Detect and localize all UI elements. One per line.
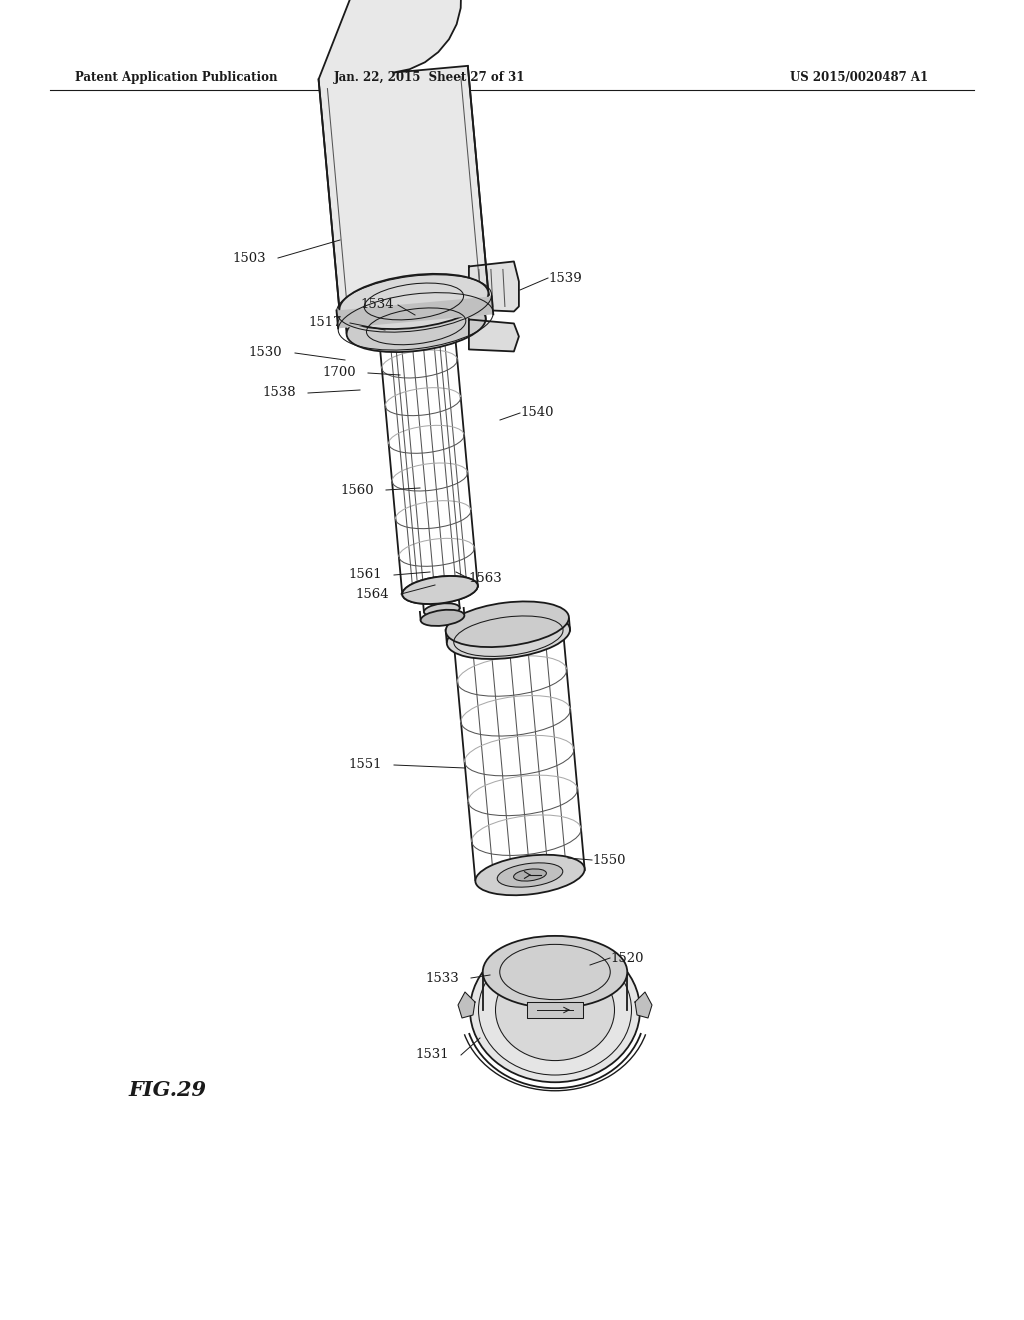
Text: 1539: 1539 [548, 272, 582, 285]
Text: 1560: 1560 [340, 483, 374, 496]
Ellipse shape [346, 301, 485, 352]
Ellipse shape [430, 586, 450, 594]
Ellipse shape [446, 614, 570, 659]
Text: 1520: 1520 [610, 952, 643, 965]
Text: 1534: 1534 [360, 298, 393, 312]
Ellipse shape [344, 276, 483, 327]
Text: FIG.29: FIG.29 [128, 1080, 206, 1100]
Polygon shape [635, 993, 652, 1018]
Ellipse shape [475, 855, 585, 895]
Ellipse shape [496, 960, 614, 1060]
Text: 1700: 1700 [322, 367, 355, 380]
Text: 1564: 1564 [355, 587, 389, 601]
Ellipse shape [498, 863, 563, 887]
Text: 1517: 1517 [308, 317, 342, 330]
Ellipse shape [424, 603, 460, 616]
Polygon shape [318, 0, 488, 308]
Text: Jan. 22, 2015  Sheet 27 of 31: Jan. 22, 2015 Sheet 27 of 31 [334, 71, 525, 84]
Text: Patent Application Publication: Patent Application Publication [75, 71, 278, 84]
Text: 1551: 1551 [348, 759, 382, 771]
Polygon shape [337, 297, 494, 329]
Ellipse shape [470, 937, 640, 1082]
Text: 1503: 1503 [232, 252, 265, 264]
Ellipse shape [402, 576, 478, 605]
Text: US 2015/0020487 A1: US 2015/0020487 A1 [790, 71, 928, 84]
Ellipse shape [419, 582, 461, 598]
Ellipse shape [402, 576, 478, 605]
Polygon shape [527, 1002, 583, 1018]
Text: 1531: 1531 [415, 1048, 449, 1061]
Ellipse shape [445, 602, 569, 647]
Text: 1530: 1530 [248, 346, 282, 359]
Ellipse shape [339, 273, 488, 329]
Ellipse shape [421, 610, 464, 626]
Text: 1538: 1538 [262, 387, 296, 400]
Text: 1563: 1563 [468, 572, 502, 585]
Text: 1540: 1540 [520, 407, 554, 420]
Polygon shape [458, 993, 475, 1018]
Ellipse shape [514, 869, 547, 880]
Ellipse shape [379, 313, 454, 341]
Polygon shape [469, 261, 519, 312]
Polygon shape [469, 319, 519, 351]
Text: 1561: 1561 [348, 569, 382, 582]
Text: 1550: 1550 [592, 854, 626, 866]
Text: 1533: 1533 [425, 972, 459, 985]
Ellipse shape [482, 936, 628, 1008]
